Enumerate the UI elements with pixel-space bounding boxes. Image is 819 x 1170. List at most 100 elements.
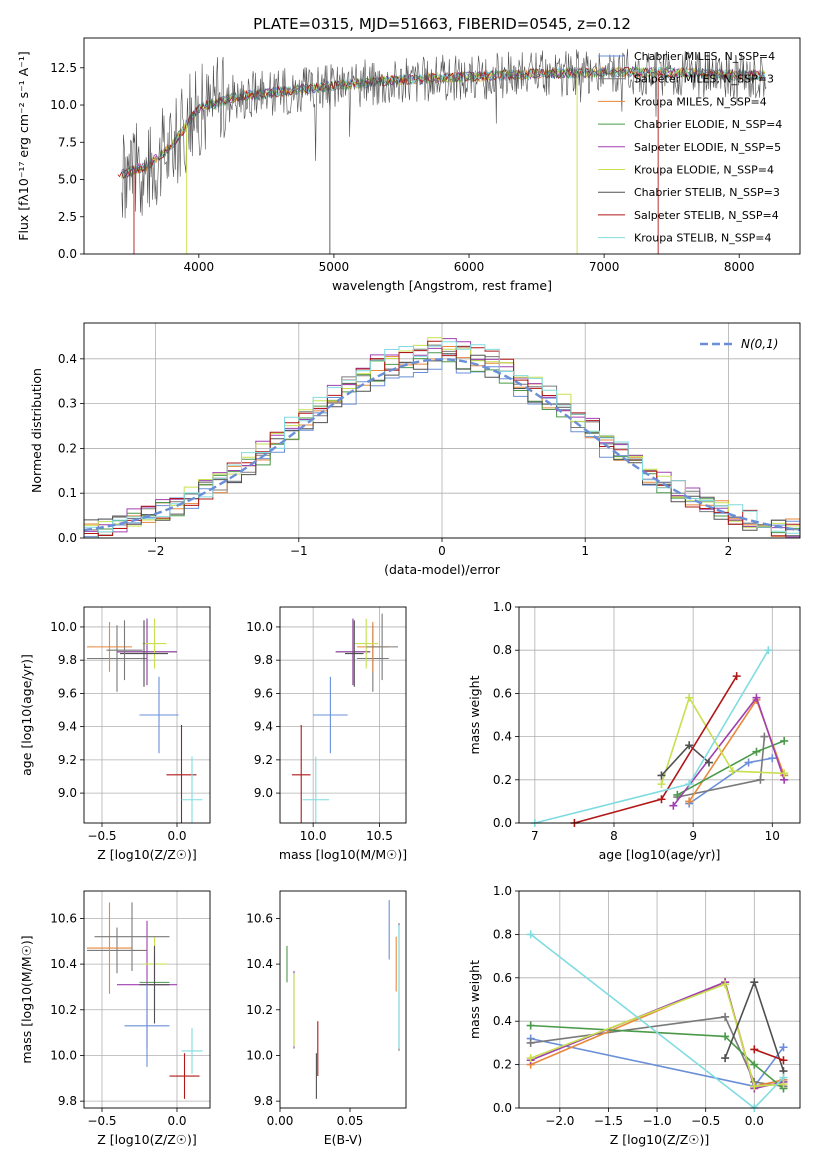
- y-tick-label: 1.0: [493, 884, 512, 898]
- axes-frame: [279, 890, 407, 1109]
- y-tick-label: 9.2: [58, 753, 77, 767]
- y-tick-label: 10.2: [246, 1003, 273, 1017]
- x-axis-label: mass [log10(M/M☉)]: [279, 847, 407, 862]
- axes-frame: [83, 606, 211, 824]
- axes-frame: [518, 606, 801, 824]
- legend-label: Salpeter STELIB, N_SSP=4: [634, 209, 779, 222]
- histogram-step: [84, 340, 800, 538]
- legend-label: Chabrier ELODIE, N_SSP=4: [634, 118, 782, 131]
- weight-marker: [750, 1060, 759, 1069]
- weight-line: [530, 983, 784, 1088]
- legend-label: Chabrier MILES, N_SSP=4: [634, 50, 775, 63]
- x-tick-label: 0.05: [337, 1114, 364, 1128]
- x-axis-label: wavelength [Angstrom, rest frame]: [332, 278, 552, 293]
- y-tick-label: 0.4: [58, 352, 77, 366]
- x-axis-label: E(B-V): [324, 1132, 363, 1147]
- x-tick-label: 1: [581, 544, 589, 558]
- y-tick-label: 9.6: [58, 686, 77, 700]
- y-tick-label: 0.3: [58, 397, 77, 411]
- x-tick-label: −1: [290, 544, 308, 558]
- x-tick-label: −2.0: [545, 1114, 574, 1128]
- age-vs-metallicity-panel: −0.5 0.0 9.0 9.2 9.4 9.6 9.8 10.0 Z [log10(Z/Z☉)…: [19, 606, 211, 862]
- weight-marker: [721, 1032, 730, 1041]
- x-tick-label: 0.0: [167, 1114, 186, 1128]
- x-tick-label: 5000: [319, 260, 350, 274]
- y-tick-label: 1.0: [493, 600, 512, 614]
- x-axis-label: Z [log10(Z/Z☉)]: [610, 1132, 710, 1147]
- x-tick-label: 10.5: [366, 829, 393, 843]
- y-tick-label: 0.0: [58, 247, 77, 261]
- y-tick-label: 10.0: [50, 98, 77, 112]
- weight-line: [530, 933, 785, 1108]
- x-tick-label: 4000: [184, 260, 215, 274]
- y-tick-label: 9.8: [58, 1094, 77, 1108]
- x-tick-label: 0: [438, 544, 446, 558]
- legend-label: Kroupa ELODIE, N_SSP=4: [634, 164, 774, 177]
- y-tick-label: 0.4: [493, 1014, 512, 1028]
- weight-marker: [760, 732, 769, 741]
- y-tick-label: 9.8: [254, 1094, 273, 1108]
- axes-frame: [83, 37, 801, 255]
- weight-marker: [779, 1073, 788, 1082]
- weight-marker: [673, 790, 682, 799]
- weight-marker: [657, 771, 666, 780]
- weight-line: [688, 698, 785, 802]
- weight-marker: [721, 1012, 730, 1021]
- legend-label: Salpeter MILES, N_SSP=3: [634, 73, 774, 86]
- figure-title: PLATE=0315, MJD=51663, FIBERID=0545, z=0…: [253, 15, 631, 33]
- weight-marker: [764, 646, 773, 655]
- weight-marker: [526, 1054, 535, 1063]
- y-tick-label: 9.4: [254, 720, 273, 734]
- y-tick-label: 10.0: [246, 620, 273, 634]
- axes-frame: [279, 606, 407, 824]
- weight-marker: [756, 775, 765, 784]
- x-axis-label: (data-model)/error: [384, 562, 501, 577]
- weight-marker: [779, 1043, 788, 1052]
- y-tick-label: 9.0: [58, 786, 77, 800]
- x-tick-label: 0.0: [745, 1114, 764, 1128]
- y-axis-label: Normed distribution: [29, 368, 44, 493]
- y-axis-label: mass [log10(M/M☉)]: [19, 935, 34, 1063]
- y-tick-label: 10.6: [50, 911, 77, 925]
- y-tick-label: 0.4: [493, 730, 512, 744]
- y-tick-label: 10.0: [50, 620, 77, 634]
- weight-line: [574, 675, 738, 823]
- axes-frame: [83, 890, 211, 1109]
- legend-label: Chabrier STELIB, N_SSP=3: [634, 186, 780, 199]
- y-tick-label: 0.0: [58, 531, 77, 545]
- legend-label: Salpeter ELODIE, N_SSP=5: [634, 141, 781, 154]
- weight-marker: [752, 747, 761, 756]
- x-axis-label: age [log10(age/yr)]: [599, 847, 721, 862]
- y-tick-label: 10.0: [50, 1048, 77, 1062]
- y-tick-label: 0.6: [493, 686, 512, 700]
- x-tick-label: 10: [765, 829, 780, 843]
- weight-vs-metallicity-panel: −2.0 −1.5 −1.0 −0.5 0.0 0.0 0.2 0.4 0.6 0.8 1.0 Z […: [467, 884, 801, 1147]
- x-tick-label: −2: [147, 544, 165, 558]
- weight-marker: [669, 801, 678, 810]
- x-tick-label: 9: [689, 829, 697, 843]
- weight-marker: [728, 767, 737, 776]
- weight-marker: [685, 797, 694, 806]
- x-tick-label: 6000: [454, 260, 485, 274]
- weight-marker: [780, 769, 789, 778]
- y-tick-label: 9.8: [58, 653, 77, 667]
- x-axis-label: Z [log10(Z/Z☉)]: [97, 847, 197, 862]
- y-tick-label: 9.4: [58, 720, 77, 734]
- x-tick-label: 7000: [589, 260, 620, 274]
- weight-marker: [704, 758, 713, 767]
- x-tick-label: 0.0: [167, 829, 186, 843]
- weight-marker: [750, 978, 759, 987]
- y-tick-label: 9.6: [254, 686, 273, 700]
- y-tick-label: 0.6: [493, 971, 512, 985]
- y-tick-label: 10.2: [50, 1003, 77, 1017]
- y-tick-label: 10.4: [50, 957, 77, 971]
- weight-marker: [780, 736, 789, 745]
- x-tick-label: 10.0: [300, 829, 327, 843]
- residual-histogram-panel: −2 −1 0 1 2 0.0 0.1 0.2 0.3 0.4 (data-model)/error…: [29, 322, 801, 577]
- y-tick-label: 0.0: [493, 1101, 512, 1115]
- y-axis-label: age [log10(age/yr)]: [19, 654, 34, 776]
- mass-vs-extinction-panel: 0.00 0.05 9.8 10.0 10.2 10.4 10.6 E(B-V): [246, 890, 407, 1147]
- weight-line: [754, 1048, 784, 1062]
- y-axis-label: mass weight: [467, 675, 482, 754]
- weight-marker: [744, 758, 753, 767]
